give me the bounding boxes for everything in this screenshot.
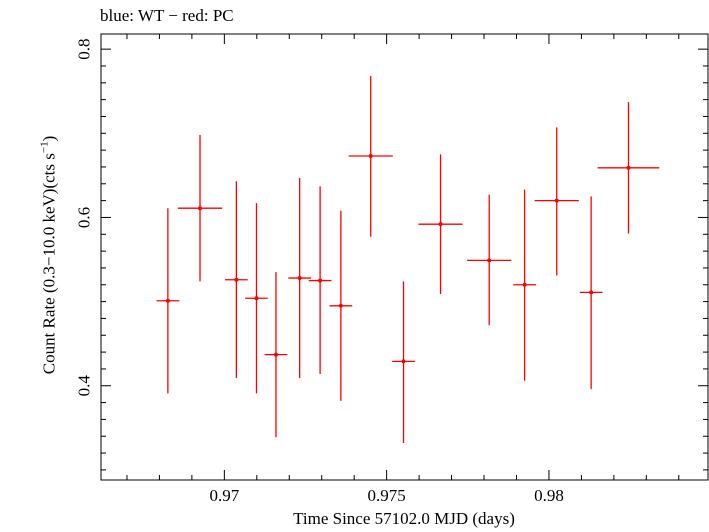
data-series: [156, 76, 660, 443]
chart-title: blue: WT − red: PC: [100, 6, 234, 25]
x-tick-label: 0.97: [209, 486, 239, 505]
data-marker: [273, 352, 278, 357]
data-point: [467, 194, 512, 326]
data-point: [308, 186, 332, 374]
data-marker: [522, 282, 527, 287]
data-point: [245, 203, 268, 394]
x-tick-label: 0.98: [534, 486, 564, 505]
data-point: [156, 208, 180, 394]
data-point: [348, 76, 393, 237]
y-tick-label: 0.8: [75, 39, 94, 60]
data-point: [177, 134, 223, 282]
plot-frame: [100, 33, 709, 481]
data-marker: [554, 198, 559, 203]
data-point: [392, 281, 415, 443]
data-point: [264, 272, 288, 438]
data-marker: [589, 290, 594, 295]
data-point: [329, 210, 353, 401]
data-marker: [338, 303, 343, 308]
data-point: [597, 102, 660, 234]
x-axis-label: Time Since 57102.0 MJD (days): [293, 509, 515, 528]
axis-ticks: 0.97 0.975 0.98 0.4 0.6 0.8: [75, 34, 708, 505]
data-point: [579, 196, 603, 390]
plot-border: [100, 33, 709, 481]
data-marker: [626, 165, 631, 170]
data-point: [513, 189, 536, 381]
y-tick-label: 0.6: [75, 207, 94, 228]
data-point: [224, 181, 248, 379]
data-marker: [318, 278, 323, 283]
y-axis-label-main: Count Rate (0.3−10.0 keV)(cts s: [39, 153, 59, 375]
data-marker: [165, 298, 170, 303]
data-marker: [438, 222, 443, 227]
data-marker: [254, 296, 259, 301]
data-point: [534, 127, 579, 276]
y-axis-label-exponent: −1: [38, 141, 51, 154]
data-marker: [401, 359, 406, 364]
y-tick-label: 0.4: [75, 375, 94, 397]
data-point: [288, 177, 312, 379]
data-marker: [487, 258, 492, 263]
data-marker: [234, 277, 239, 282]
data-marker: [297, 276, 302, 281]
data-marker: [198, 206, 203, 211]
data-marker: [368, 154, 373, 159]
data-point: [418, 154, 463, 295]
x-tick-label: 0.975: [368, 486, 406, 505]
y-axis-label: Count Rate (0.3−10.0 keV)(cts s−1): [39, 136, 60, 375]
y-axis-label-close: ): [39, 135, 59, 142]
